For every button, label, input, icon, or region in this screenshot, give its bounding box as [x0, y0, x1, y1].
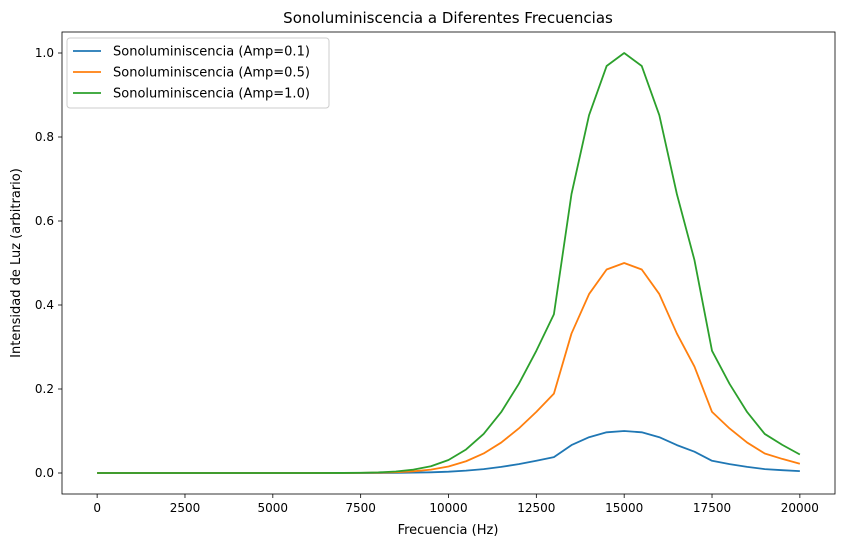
y-axis: 0.0 0.2 0.4 0.6 0.8 1.0: [35, 46, 62, 480]
x-tick-label: 5000: [258, 501, 289, 515]
y-tick-label: 0.2: [35, 382, 54, 396]
y-tick-label: 1.0: [35, 46, 54, 60]
x-tick-label: 20000: [781, 501, 819, 515]
y-tick-label: 0.6: [35, 214, 54, 228]
series-group: [97, 52, 801, 474]
legend-label-2: Sonoluminiscencia (Amp=0.5): [113, 66, 310, 81]
x-tick-label: 10000: [429, 501, 467, 515]
x-tick-label: 7500: [345, 501, 376, 515]
y-tick-label: 0.4: [35, 298, 54, 312]
x-tick-label: 17500: [693, 501, 731, 515]
y-tick-label: 0.0: [35, 466, 54, 480]
y-tick-label: 0.8: [35, 130, 54, 144]
plot-area: [61, 31, 836, 495]
series-line-3: [97, 52, 801, 474]
chart-title: Sonoluminiscencia a Diferentes Frecuenci…: [283, 9, 613, 27]
legend-label-1: Sonoluminiscencia (Amp=0.1): [113, 45, 310, 60]
y-axis-label: Intensidad de Luz (arbitrario): [9, 168, 24, 358]
x-tick-label: 2500: [170, 501, 201, 515]
legend-label-3: Sonoluminiscencia (Amp=1.0): [113, 87, 310, 102]
x-tick-label: 0: [93, 501, 101, 515]
x-axis-label: Frecuencia (Hz): [398, 523, 499, 538]
x-tick-label: 15000: [605, 501, 643, 515]
x-tick-label: 12500: [517, 501, 555, 515]
x-axis: 0 2500 5000 7500 10000 12500 15000 17500 20000: [93, 494, 819, 515]
plot-frame: [61, 31, 836, 495]
legend-box: [66, 37, 330, 109]
legend: Sonoluminiscencia (Amp=0.1) Sonoluminisce…: [66, 37, 330, 109]
